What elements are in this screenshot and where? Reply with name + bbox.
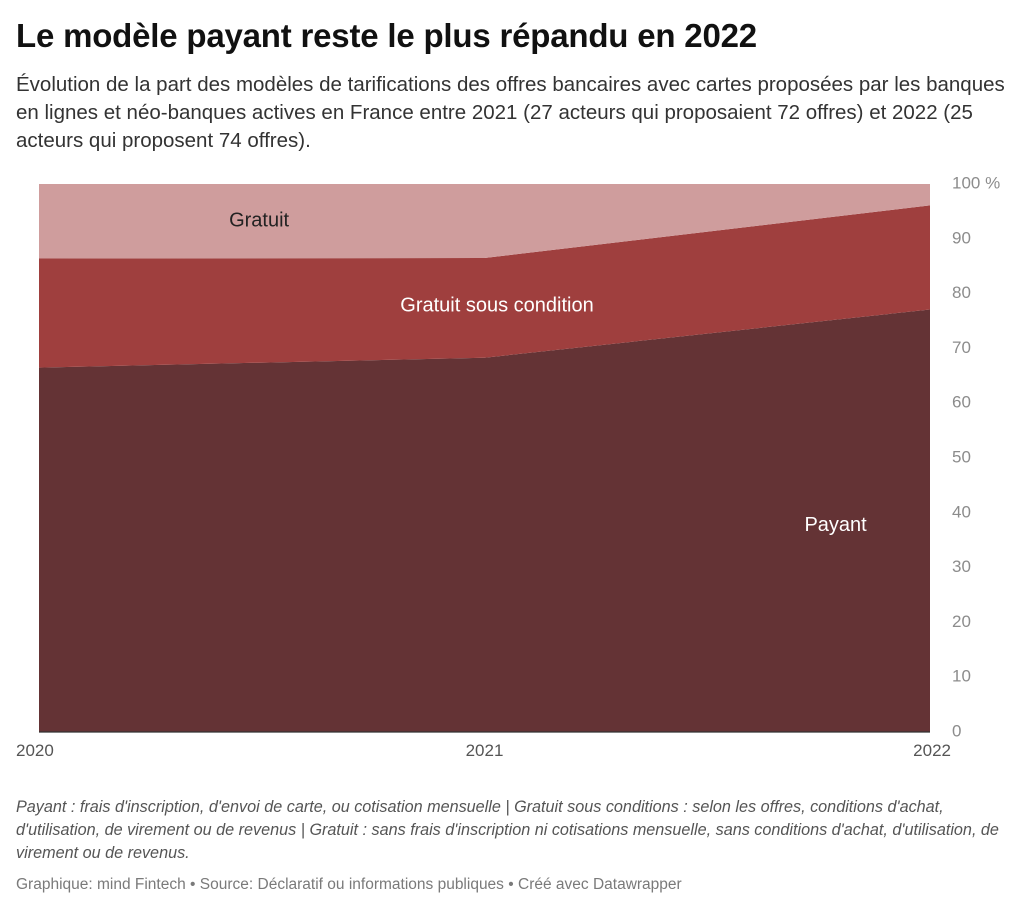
x-tick-label: 2021: [466, 741, 504, 760]
y-tick-label: 50: [952, 447, 971, 466]
footer-separator: •: [508, 876, 514, 893]
series-label-gratuit-sous-condition: Gratuit sous condition: [400, 295, 593, 317]
y-tick-label: 10: [952, 667, 971, 686]
area-layers: [39, 184, 930, 733]
y-tick-label: 30: [952, 557, 971, 576]
footer-source: Source: Déclaratif ou informations publi…: [199, 876, 504, 893]
chart-footer: Graphique: mind Fintech • Source: Déclar…: [16, 874, 1012, 896]
y-tick-label: 80: [952, 283, 971, 302]
series-label-payant: Payant: [804, 514, 867, 536]
y-tick-label: 60: [952, 393, 971, 412]
footer-graphic-credit: Graphique: mind Fintech: [16, 876, 186, 893]
chart-subtitle: Évolution de la part des modèles de tari…: [16, 73, 1005, 152]
area-payant: [39, 309, 930, 732]
y-tick-label: 100 %: [952, 173, 1000, 192]
y-tick-label: 0: [952, 721, 961, 740]
chart-notes: Payant : frais d'inscription, d'envoi de…: [16, 798, 999, 862]
area-series-labels: Payant Gratuit sous condition Gratuit: [229, 209, 867, 536]
x-axis-ticks: 2020 2021 2022: [16, 741, 951, 760]
x-tick-label: 2022: [913, 741, 951, 760]
footer-datawrapper-credit: Créé avec Datawrapper: [518, 876, 682, 893]
footer-separator: •: [190, 876, 196, 893]
area-gratuit: [39, 184, 930, 259]
x-tick-label: 2020: [16, 741, 54, 760]
y-tick-label: 40: [952, 502, 971, 521]
y-tick-label: 90: [952, 228, 971, 247]
chart-title: Le modèle payant reste le plus répandu e…: [16, 17, 757, 54]
area-gratuit-sous-condition: [39, 205, 930, 368]
y-tick-label: 70: [952, 338, 971, 357]
series-label-gratuit: Gratuit: [229, 209, 289, 231]
y-axis-ticks: 0 10 20 30 40 50 60 70 80 90 100 %: [952, 173, 1000, 740]
stacked-area-chart: Payant Gratuit sous condition Gratuit 0 10 2…: [16, 173, 1000, 760]
y-tick-label: 20: [952, 612, 971, 631]
